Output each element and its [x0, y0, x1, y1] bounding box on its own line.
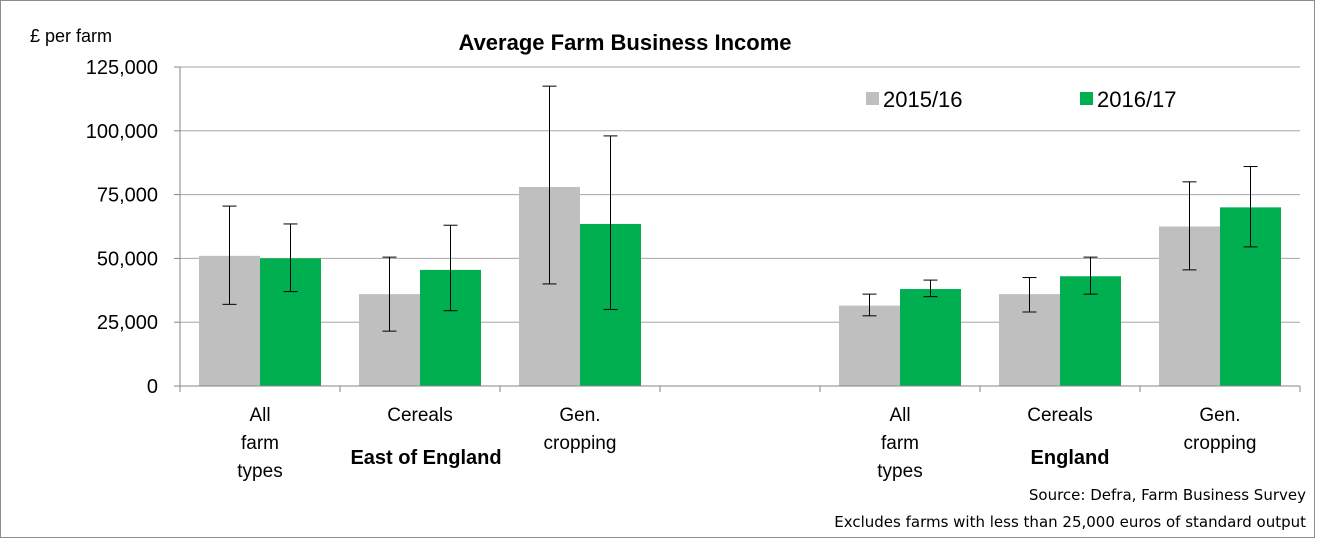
y-axis-unit-label: £ per farm [30, 26, 112, 46]
x-category-label: Cereals [1027, 405, 1092, 426]
y-tick-label: 0 [147, 376, 158, 398]
bar [839, 305, 900, 386]
x-category-label: Gen. [1199, 405, 1240, 426]
x-category-label: cropping [1184, 433, 1257, 454]
y-tick-label: 100,000 [86, 121, 158, 143]
legend-swatch-2016-17 [1080, 92, 1093, 105]
x-category-label: All [889, 405, 910, 426]
bars [199, 186, 1281, 386]
x-category-label: Cereals [387, 405, 452, 426]
exclusion-note: Excludes farms with less than 25,000 eur… [834, 513, 1306, 531]
axes [174, 66, 1301, 392]
y-tick-labels: 0 25,000 50,000 75,000 100,000 125,000 [86, 57, 158, 398]
group-label-england: England [1031, 447, 1110, 469]
x-category-labels: All farm types Cereals Gen. cropping All farm ty… [237, 405, 1256, 482]
error-bars [222, 85, 1258, 332]
x-category-label: All [249, 405, 270, 426]
x-category-label: Gen. [559, 405, 600, 426]
legend-label-2015-16: 2015/16 [883, 87, 963, 112]
x-category-label: types [237, 461, 282, 482]
x-category-label: types [877, 461, 922, 482]
x-category-label: farm [881, 433, 919, 454]
group-label-east-of-england: East of England [350, 447, 501, 469]
source-note: Source: Defra, Farm Business Survey [1029, 486, 1306, 504]
chart-title: Average Farm Business Income [459, 30, 792, 55]
bar [900, 289, 961, 386]
legend: 2015/16 2016/17 [866, 87, 1177, 112]
y-tick-label: 50,000 [97, 248, 158, 270]
y-tick-label: 75,000 [97, 185, 158, 207]
legend-label-2016-17: 2016/17 [1097, 87, 1177, 112]
x-category-label: cropping [544, 433, 617, 454]
legend-swatch-2015-16 [866, 92, 879, 105]
y-tick-label: 25,000 [97, 312, 158, 334]
x-category-label: farm [241, 433, 279, 454]
y-tick-label: 125,000 [86, 57, 158, 79]
